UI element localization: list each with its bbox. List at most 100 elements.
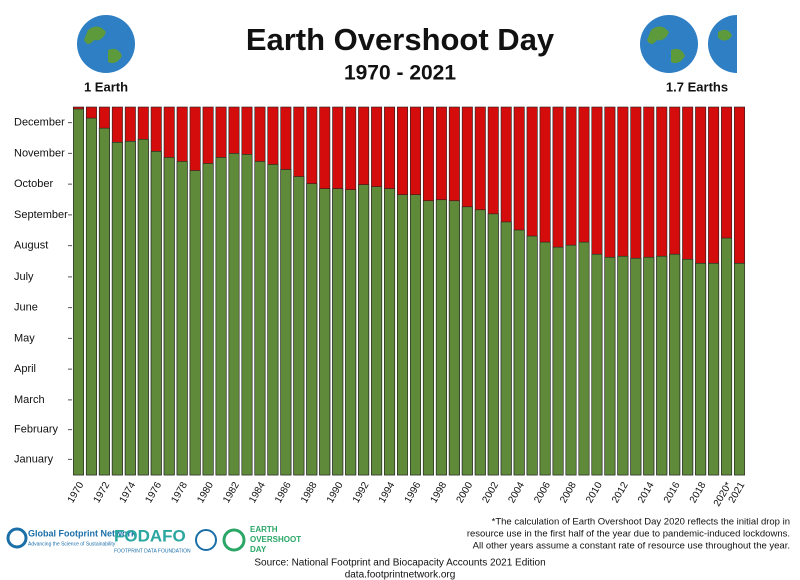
logo-text: Global Footprint Network [28,528,137,538]
y-tick-label: October [14,178,53,190]
bar [617,255,629,476]
bar [643,256,655,476]
x-tick-label: 1970 [66,480,87,505]
bar [280,169,292,476]
x-tick-label: 1978 [169,480,190,505]
bar [422,200,434,476]
bar [72,108,84,476]
bar [189,170,201,476]
bar [435,199,447,476]
bar [85,117,97,476]
bar [306,183,318,476]
bar [150,151,162,476]
bar [254,161,266,476]
x-tick-label: 2016 [662,480,683,505]
bar [241,154,253,476]
footnote-line: *The calculation of Earth Overshoot Day … [492,517,790,528]
x-tick-label: 2004 [506,480,527,505]
bar [695,262,707,476]
y-tick-label: December [14,117,65,129]
y-tick-label: April [14,363,36,375]
x-tick-label: 2012 [610,480,631,505]
bar [461,206,473,476]
x-tick-label: 1982 [221,480,242,505]
bar [215,157,227,476]
logo-text: FOOTPRINT DATA FOUNDATION [114,548,191,554]
bar [630,257,642,476]
y-tick-label: May [14,332,35,344]
bar [669,253,681,476]
x-tick-label: 1980 [195,480,216,505]
source: Source: National Footprint and Biocapaci… [254,558,545,569]
x-tick-label: 2010 [584,480,605,505]
logo-text: EARTH [250,525,278,534]
bar [228,153,240,476]
bar [163,157,175,476]
chart-subtitle: 1970 - 2021 [344,62,456,85]
bar [358,184,370,476]
logo-text: OVERSHOOT [250,535,301,544]
bar [202,163,214,476]
bar [111,141,123,476]
x-tick-label: 1992 [351,480,372,505]
bar [176,161,188,476]
bar [656,255,668,476]
x-tick-label: 1986 [273,480,294,505]
bar [371,186,383,476]
bar [721,237,733,476]
right-label: 1.7 Earths [666,79,728,94]
footnote-line: All other years assume a constant rate o… [473,541,790,552]
bar [98,127,110,476]
x-tick-label: 2018 [688,480,709,505]
y-tick-label: June [14,302,38,314]
bar [734,262,746,476]
x-tick-label: 1996 [403,480,424,505]
x-tick-label: 2008 [558,480,579,505]
y-tick-label: September [14,209,68,221]
bar [397,194,409,476]
chart-title: Earth Overshoot Day [246,22,555,57]
bar [578,241,590,476]
footnote: *The calculation of Earth Overshoot Day … [467,517,790,552]
bar [293,176,305,476]
y-tick-label: August [14,240,48,252]
bar [487,213,499,476]
bar [513,229,525,476]
bar [552,246,564,476]
bar [591,253,603,476]
bar [474,209,486,476]
y-tick-label: March [14,394,45,406]
footnote-line: resource use in the first half of the ye… [467,529,790,540]
x-tick-label: 1998 [429,480,450,505]
bar [319,188,331,476]
bar [124,140,136,476]
bar [708,262,720,476]
logo-text: FODAFO [114,526,186,545]
y-tick-label: July [14,271,34,283]
x-tick-label: 2000 [455,480,476,505]
bar [682,258,694,476]
bar [604,256,616,476]
bar [526,235,538,476]
bar [345,189,357,476]
bar [448,200,460,476]
source-url: data.footprintnetwork.org [345,570,456,580]
left-label: 1 Earth [84,79,128,94]
globe-icon [77,15,135,73]
globe-icon [640,15,737,73]
y-tick-label: January [14,453,54,465]
bar [267,164,279,476]
bar [500,221,512,476]
bar [409,194,421,476]
bar [332,188,344,476]
bar [384,188,396,476]
x-tick-label: 1990 [325,480,346,505]
bar [539,241,551,476]
x-tick-label: 1974 [118,480,139,505]
x-tick-label: 1972 [92,480,113,505]
y-tick-label: February [14,424,59,436]
logo-text: Advancing the Science of Sustainability [28,541,116,547]
x-tick-label: 2006 [532,480,553,505]
x-tick-label: 1984 [247,480,268,505]
